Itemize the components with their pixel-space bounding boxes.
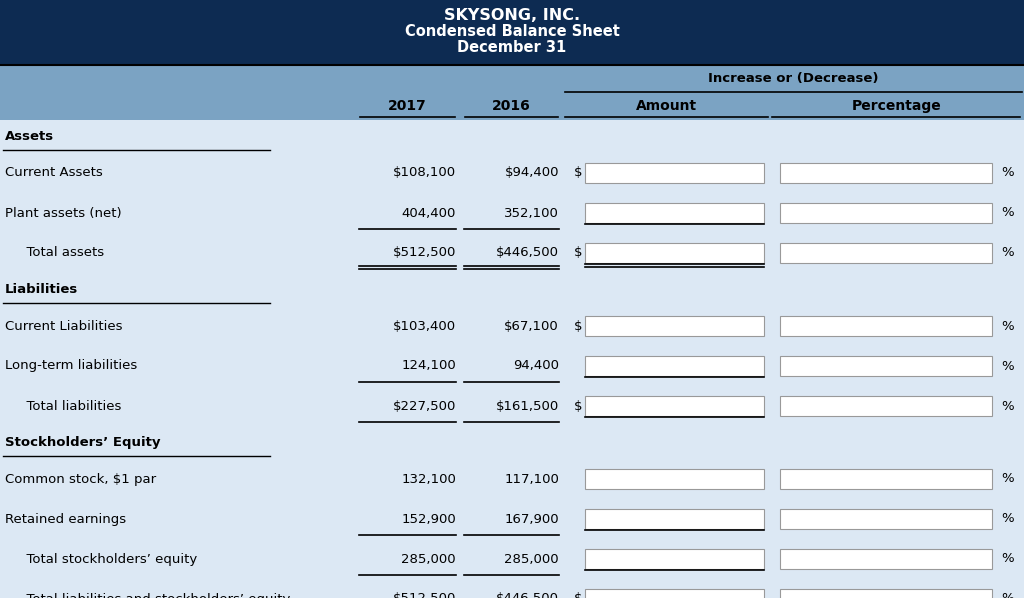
Text: $: $ xyxy=(573,399,583,413)
Bar xyxy=(780,396,992,416)
Text: 352,100: 352,100 xyxy=(504,206,559,219)
Bar xyxy=(0,499,1024,539)
Text: $: $ xyxy=(573,246,583,260)
Text: SKYSONG, INC.: SKYSONG, INC. xyxy=(444,8,580,23)
Text: Total assets: Total assets xyxy=(18,246,104,260)
Text: $: $ xyxy=(573,319,583,332)
Bar xyxy=(0,306,1024,346)
Text: %: % xyxy=(1001,512,1015,526)
Text: 94,400: 94,400 xyxy=(513,359,559,373)
Bar xyxy=(780,509,992,529)
Bar xyxy=(780,589,992,598)
Bar xyxy=(585,163,764,183)
Text: Amount: Amount xyxy=(636,99,697,113)
Bar xyxy=(585,243,764,263)
Bar xyxy=(0,153,1024,193)
Bar xyxy=(585,203,764,223)
Text: %: % xyxy=(1001,166,1015,179)
Text: %: % xyxy=(1001,206,1015,219)
Bar xyxy=(585,316,764,336)
Text: Current Liabilities: Current Liabilities xyxy=(5,319,123,332)
Text: $67,100: $67,100 xyxy=(504,319,559,332)
Bar xyxy=(0,233,1024,273)
Bar xyxy=(585,509,764,529)
Bar xyxy=(780,163,992,183)
Bar xyxy=(0,273,1024,306)
Text: Percentage: Percentage xyxy=(852,99,942,113)
Text: $227,500: $227,500 xyxy=(392,399,456,413)
Bar xyxy=(585,469,764,489)
Text: $94,400: $94,400 xyxy=(505,166,559,179)
Text: %: % xyxy=(1001,553,1015,566)
Bar xyxy=(585,549,764,569)
Text: Common stock, $1 par: Common stock, $1 par xyxy=(5,472,156,486)
Text: Long-term liabilities: Long-term liabilities xyxy=(5,359,137,373)
Bar xyxy=(780,316,992,336)
Text: %: % xyxy=(1001,319,1015,332)
Text: 2017: 2017 xyxy=(388,99,427,113)
Bar xyxy=(585,396,764,416)
Text: $103,400: $103,400 xyxy=(393,319,456,332)
Bar xyxy=(780,549,992,569)
Text: 124,100: 124,100 xyxy=(401,359,456,373)
Text: Total stockholders’ equity: Total stockholders’ equity xyxy=(18,553,198,566)
Text: December 31: December 31 xyxy=(458,40,566,55)
Text: $512,500: $512,500 xyxy=(392,246,456,260)
Text: 404,400: 404,400 xyxy=(401,206,456,219)
Text: Total liabilities and stockholders’ equity: Total liabilities and stockholders’ equi… xyxy=(18,593,291,598)
Text: Stockholders’ Equity: Stockholders’ Equity xyxy=(5,436,161,449)
Bar xyxy=(0,459,1024,499)
Bar xyxy=(780,356,992,376)
Bar xyxy=(585,356,764,376)
Text: %: % xyxy=(1001,359,1015,373)
Bar xyxy=(0,120,1024,153)
Bar xyxy=(0,193,1024,233)
Bar xyxy=(0,386,1024,426)
Text: $446,500: $446,500 xyxy=(496,593,559,598)
Bar xyxy=(0,579,1024,598)
Bar xyxy=(0,539,1024,579)
Text: Retained earnings: Retained earnings xyxy=(5,512,126,526)
Text: Increase or (Decrease): Increase or (Decrease) xyxy=(709,72,879,85)
Text: %: % xyxy=(1001,399,1015,413)
Bar xyxy=(585,589,764,598)
Text: Current Assets: Current Assets xyxy=(5,166,102,179)
Text: 117,100: 117,100 xyxy=(504,472,559,486)
Text: 132,100: 132,100 xyxy=(401,472,456,486)
Text: $512,500: $512,500 xyxy=(392,593,456,598)
Bar xyxy=(780,203,992,223)
Text: Plant assets (net): Plant assets (net) xyxy=(5,206,122,219)
Text: 2016: 2016 xyxy=(493,99,530,113)
Bar xyxy=(0,346,1024,386)
Text: Condensed Balance Sheet: Condensed Balance Sheet xyxy=(404,24,620,39)
Text: 167,900: 167,900 xyxy=(505,512,559,526)
Bar xyxy=(0,0,1024,65)
Text: Total liabilities: Total liabilities xyxy=(18,399,122,413)
Text: $161,500: $161,500 xyxy=(496,399,559,413)
Text: $108,100: $108,100 xyxy=(393,166,456,179)
Text: 152,900: 152,900 xyxy=(401,512,456,526)
Text: $446,500: $446,500 xyxy=(496,246,559,260)
Text: %: % xyxy=(1001,246,1015,260)
Text: 285,000: 285,000 xyxy=(505,553,559,566)
Bar xyxy=(0,426,1024,459)
Text: $: $ xyxy=(573,166,583,179)
Text: $: $ xyxy=(573,593,583,598)
Bar xyxy=(0,65,1024,120)
Bar xyxy=(780,243,992,263)
Text: Liabilities: Liabilities xyxy=(5,283,78,296)
Text: Assets: Assets xyxy=(5,130,54,143)
Text: 285,000: 285,000 xyxy=(401,553,456,566)
Text: %: % xyxy=(1001,593,1015,598)
Bar xyxy=(780,469,992,489)
Text: %: % xyxy=(1001,472,1015,486)
